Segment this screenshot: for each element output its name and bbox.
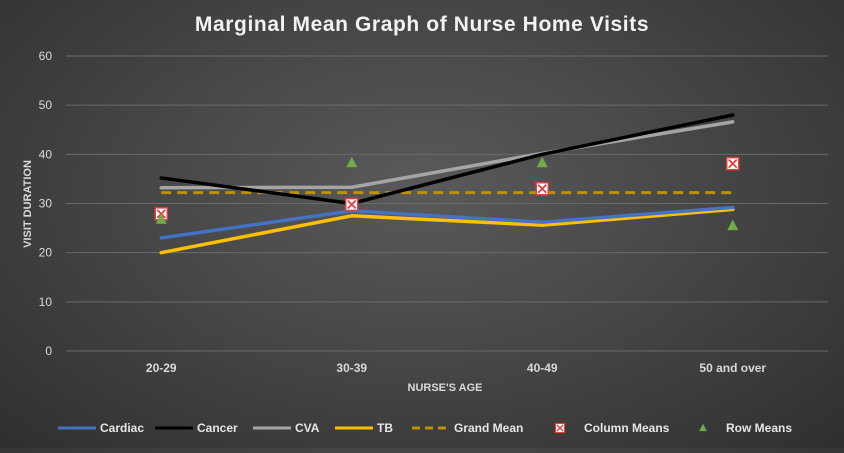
series-line-tb [159, 207, 735, 255]
legend-item-row-means: Row Means [699, 421, 792, 435]
y-tick-label: 40 [39, 147, 53, 161]
y-tick-label: 50 [39, 98, 53, 112]
y-tick-label: 20 [39, 246, 53, 260]
series-line-cancer [159, 113, 735, 206]
data-point-column-means [345, 197, 359, 212]
legend-swatch [554, 422, 566, 434]
data-point-column-means [726, 156, 740, 171]
legend-item-tb: TB [335, 421, 393, 435]
y-tick-label: 0 [45, 344, 52, 358]
legend-label: Grand Mean [454, 421, 523, 435]
data-point-row-means [536, 156, 548, 168]
legend-item-column-means: Column Means [554, 421, 670, 435]
y-tick-label: 10 [39, 295, 53, 309]
legend-item-cva: CVA [253, 421, 320, 435]
legend-label: Cancer [197, 421, 238, 435]
chart-title: Marginal Mean Graph of Nurse Home Visits [195, 13, 649, 36]
legend: Cardiac Cancer CVA TB Grand Mean Column Means… [58, 421, 792, 435]
series-cardiac [159, 205, 735, 240]
legend-label: Cardiac [100, 421, 144, 435]
y-axis-title: VISIT DURATION [22, 160, 34, 248]
series-line-cardiac [159, 205, 735, 240]
data-point-row-means [155, 213, 167, 224]
y-tick-label: 30 [39, 197, 53, 211]
legend-label: Row Means [726, 421, 792, 435]
series-tb [159, 207, 735, 255]
series-cva [159, 120, 735, 190]
x-tick-label: 40-49 [527, 361, 558, 375]
data-point-column-means [535, 182, 549, 196]
x-axis-title: NURSE'S AGE [408, 382, 483, 394]
data-point-row-means [727, 219, 739, 231]
legend-swatch [699, 423, 707, 432]
legend-item-grand-mean: Grand Mean [412, 421, 523, 435]
legend-item-cardiac: Cardiac [58, 421, 144, 435]
x-tick-label: 30-39 [336, 361, 367, 375]
legend-item-cancer: Cancer [155, 421, 238, 435]
x-axis-ticks: 20-29 30-39 40-49 50 and over [146, 361, 767, 375]
gridlines [66, 55, 828, 352]
series-cancer [159, 113, 735, 206]
x-tick-label: 50 and over [699, 361, 766, 375]
data-point-row-means [346, 156, 358, 168]
series-line-cva [159, 120, 735, 190]
y-axis-ticks: 0 10 20 30 40 50 60 [39, 49, 53, 358]
y-tick-label: 60 [39, 49, 53, 63]
legend-label: Column Means [584, 421, 670, 435]
x-tick-label: 20-29 [146, 361, 177, 375]
series-layer [154, 113, 740, 255]
series-row-means [155, 156, 739, 231]
legend-label: TB [377, 421, 393, 435]
legend-label: CVA [295, 421, 320, 435]
